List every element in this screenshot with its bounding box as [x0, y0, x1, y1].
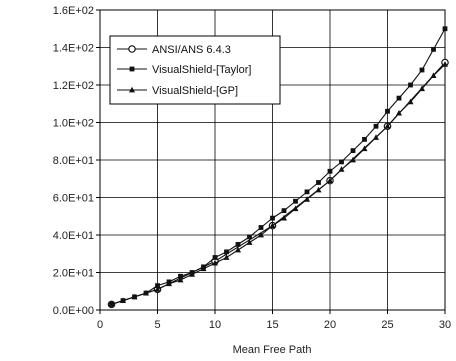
data-point [224, 249, 229, 255]
x-tick-label: 30 [439, 319, 451, 331]
data-point [316, 180, 321, 185]
series-visualshield-gp [108, 61, 448, 307]
data-point [373, 134, 379, 140]
axis-ticks: 0.0E+00 2.0E+01 4.0E+01 6.0E+01 8.0E+01 1.0E+… [53, 5, 451, 331]
data-point [269, 222, 276, 229]
data-point [235, 241, 241, 247]
data-point [235, 246, 241, 253]
x-tick-label: 5 [154, 319, 160, 331]
data-point [431, 46, 436, 52]
data-point [419, 67, 425, 73]
data-point [327, 168, 333, 174]
data-point [223, 254, 230, 260]
data-point [155, 283, 160, 289]
data-point [292, 205, 299, 212]
data-point [281, 214, 287, 221]
data-point [200, 265, 207, 272]
data-point [131, 293, 138, 300]
y-tick-label: 1.2E+02 [53, 80, 94, 92]
series-visualshield-taylor [109, 26, 448, 307]
legend-label: VisualShield-[Taylor] [152, 64, 251, 76]
data-point [407, 98, 414, 105]
legend-marker [129, 86, 135, 93]
data-point [247, 234, 252, 240]
data-point [384, 123, 391, 129]
data-point [143, 289, 149, 296]
legend: ANSI/ANS 6.4.3 VisualShield-[Taylor] Visua… [109, 35, 281, 105]
data-point [108, 301, 115, 307]
data-point [189, 271, 195, 277]
y-tick-label: 4.0E+01 [53, 230, 94, 242]
y-tick-label: 1.4E+02 [53, 43, 94, 55]
data-point [338, 166, 345, 172]
data-point [315, 186, 322, 193]
data-point [339, 159, 344, 165]
x-tick-label: 20 [324, 319, 336, 331]
data-point [270, 215, 275, 221]
legend-item: ANSI/ANS 6.4.3 [117, 44, 231, 56]
legend-label: VisualShield-[GP] [152, 85, 238, 97]
data-point [385, 108, 390, 114]
y-tick-label: 1.0E+02 [53, 118, 94, 130]
x-axis-title: Mean Free Path [233, 344, 312, 356]
data-point [166, 280, 172, 287]
legend-label: ANSI/ANS 6.4.3 [152, 44, 231, 56]
data-point [212, 255, 218, 260]
data-point [304, 196, 310, 202]
data-point [430, 72, 437, 79]
data-point [350, 156, 356, 163]
x-tick-label: 0 [97, 319, 103, 331]
data-point [442, 26, 448, 32]
data-point [327, 177, 333, 184]
data-point [373, 123, 379, 129]
y-tick-label: 6.0E+01 [53, 193, 94, 205]
y-tick-label: 1.6E+02 [53, 5, 94, 17]
data-point [304, 189, 310, 195]
x-tick-label: 15 [266, 319, 278, 331]
y-tick-label: 2.0E+01 [53, 268, 94, 280]
legend-marker [128, 45, 136, 53]
legend-marker [129, 66, 135, 72]
legend-item: VisualShield-[GP] [117, 85, 238, 97]
data-point [212, 259, 218, 266]
data-point [408, 82, 413, 88]
data-point [362, 136, 367, 142]
data-point [442, 61, 448, 67]
data-point [154, 286, 161, 292]
data-point [281, 208, 287, 214]
x-tick-label: 25 [381, 319, 393, 331]
data-point [246, 239, 253, 245]
data-point [293, 198, 298, 204]
x-tick-label: 10 [209, 319, 221, 331]
data-point [120, 297, 126, 304]
y-tick-label: 8.0E+01 [53, 155, 94, 167]
data-point [396, 109, 402, 116]
data-point [361, 145, 368, 152]
data-point [177, 276, 184, 283]
data-point [258, 231, 264, 238]
data-point [396, 95, 402, 101]
data-point [419, 85, 425, 92]
data-point [178, 273, 183, 279]
data-point [350, 148, 356, 154]
legend-box [109, 35, 281, 105]
y-tick-label: 0.0E+00 [53, 305, 94, 317]
series-lines [107, 26, 449, 309]
data-point [258, 225, 264, 230]
legend-item: VisualShield-[Taylor] [117, 64, 251, 76]
